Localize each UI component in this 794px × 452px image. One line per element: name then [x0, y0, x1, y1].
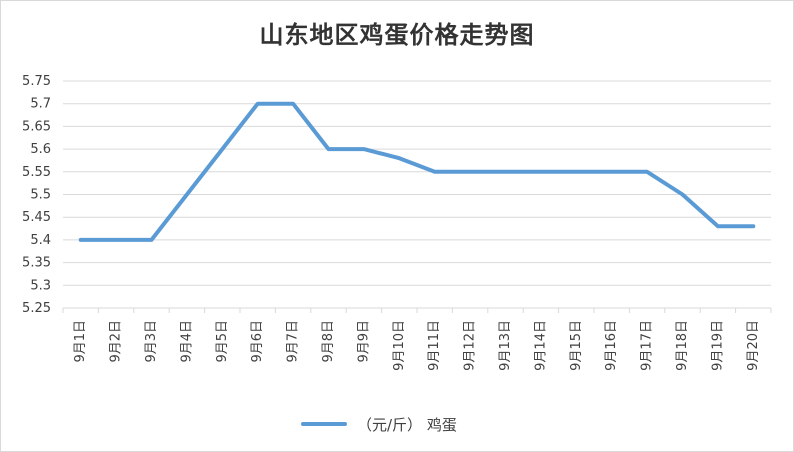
x-tick-label: 9月12日: [463, 320, 478, 371]
x-tick-label: 9月14日: [533, 320, 548, 371]
x-tick-label: 9月1日: [73, 320, 88, 363]
y-tick-label: 5.5: [30, 188, 51, 203]
x-tick-label: 9月13日: [498, 320, 513, 371]
x-tick-label: 9月18日: [675, 320, 690, 371]
x-tick-label: 9月3日: [144, 320, 159, 363]
legend-swatch: [301, 422, 347, 426]
x-tick-label: 9月16日: [604, 320, 619, 371]
chart-title: 山东地区鸡蛋价格走势图: [259, 20, 535, 49]
y-tick-label: 5.25: [22, 301, 51, 316]
x-tick-label: 9月9日: [356, 320, 371, 363]
y-tick-label: 5.6: [30, 142, 51, 157]
x-tick-label: 9月4日: [179, 320, 194, 363]
y-tick-label: 5.35: [22, 256, 51, 271]
legend-label: （元/斤） 鸡蛋: [357, 415, 457, 434]
x-tick-label: 9月11日: [427, 320, 442, 371]
y-tick-label: 5.4: [30, 233, 51, 248]
x-tick-label: 9月2日: [109, 320, 124, 363]
x-tick-label: 9月15日: [569, 320, 584, 371]
x-tick-label: 9月10日: [392, 320, 407, 371]
y-tick-label: 5.75: [22, 74, 51, 89]
x-tick-label: 9月6日: [250, 320, 265, 363]
y-tick-label: 5.55: [22, 165, 51, 180]
y-tick-label: 5.3: [30, 278, 51, 293]
x-tick-label: 9月17日: [640, 320, 655, 371]
legend: （元/斤） 鸡蛋: [301, 413, 457, 435]
x-tick-label: 9月8日: [321, 320, 336, 363]
x-tick-label: 9月19日: [710, 320, 725, 371]
x-tick-label: 9月7日: [286, 320, 301, 363]
x-tick-label: 9月20日: [746, 320, 761, 371]
y-tick-label: 5.65: [22, 119, 51, 134]
series-line: [78, 101, 756, 242]
y-tick-label: 5.7: [30, 97, 51, 112]
x-tick-label: 9月5日: [215, 320, 230, 363]
y-tick-label: 5.45: [22, 210, 51, 225]
